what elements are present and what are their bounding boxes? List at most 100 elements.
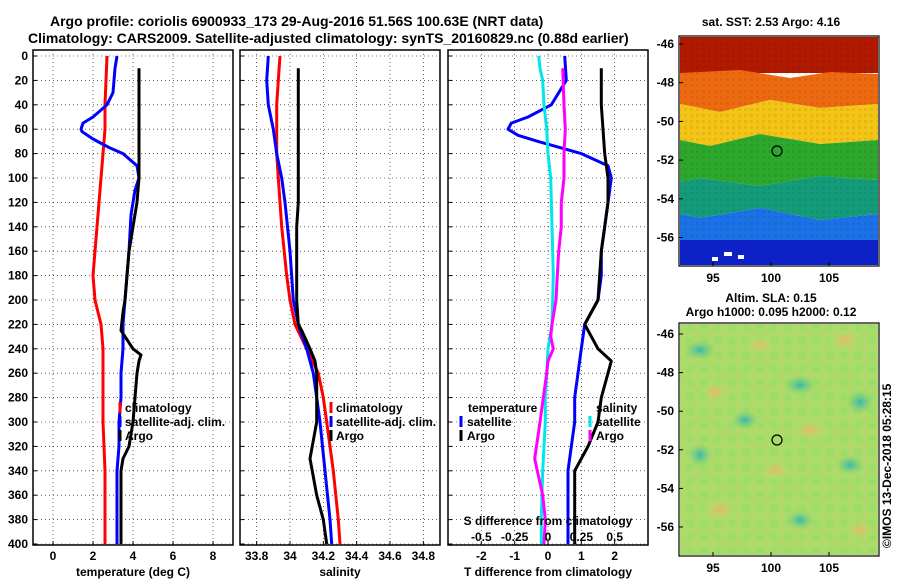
- legend-argo-label: Argo: [336, 429, 364, 443]
- lat-tick-label: -54: [657, 481, 675, 495]
- sst-map: sat. SST: 2.53 Argo: 4.16: [678, 15, 880, 267]
- x-tick-label: 8: [210, 549, 217, 563]
- depth-tick-label: 240: [8, 342, 28, 356]
- sla-map-title-line1: Altim. SLA: 0.15: [725, 291, 817, 305]
- depth-tick-label: 120: [8, 195, 28, 209]
- title-line-2: Climatology: CARS2009. Satellite-adjuste…: [28, 30, 629, 46]
- lat-tick-label: -52: [657, 443, 675, 457]
- sla-argo-location-marker: [771, 434, 783, 446]
- legend-satellite-label: satellite-adj. clim.: [336, 415, 436, 429]
- x-axes: 0 2 4 6 8 33.8 34 34.2 34.4 34.6 34.8 -2 -1 0 1 2 -0.5 -0…: [50, 530, 624, 563]
- depth-tick-label: 100: [8, 171, 28, 185]
- x-tick-label: -2: [476, 549, 487, 563]
- depth-tick-label: 320: [8, 439, 28, 453]
- x-tick-label: 4: [130, 549, 137, 563]
- legend-s-argo-label: Argo: [596, 429, 624, 443]
- x-tick-label: 0: [50, 549, 57, 563]
- title-line-1: Argo profile: coriolis 6900933_173 29-Au…: [50, 13, 544, 29]
- legend-climatology-label: climatology: [336, 401, 403, 415]
- t-difference-axis-label: T difference from climatology: [464, 565, 632, 579]
- imos-credit: ©IMOS 13-Dec-2018 05:28:15: [880, 383, 894, 548]
- series-salinity-argo: [533, 68, 567, 545]
- depth-tick-label: 260: [8, 366, 28, 380]
- lat-tick-label: -56: [657, 520, 675, 534]
- lat-tick-label: -50: [657, 114, 675, 128]
- x-tick-label: 2: [611, 549, 618, 563]
- legend-salinity-title: salinity: [596, 401, 638, 415]
- depth-tick-label: 180: [8, 269, 28, 283]
- sst-argo-location-marker: [771, 145, 783, 157]
- x-tick-label: 2: [90, 549, 97, 563]
- series-argo: [295, 68, 329, 545]
- legend-s-satellite-label: satellite: [596, 415, 641, 429]
- temperature-legend: climatology satellite-adj. clim. Argo: [118, 401, 225, 443]
- x-tick-label: 0: [545, 549, 552, 563]
- s-diff-tick-label: -0.5: [471, 530, 492, 544]
- depth-tick-label: 300: [8, 415, 28, 429]
- depth-tick-label: 20: [15, 73, 29, 87]
- s-diff-tick-label: 0.25: [570, 530, 594, 544]
- sst-map-title: sat. SST: 2.53 Argo: 4.16: [702, 15, 841, 29]
- legend-satellite-label: satellite-adj. clim.: [125, 415, 225, 429]
- depth-tick-label: 280: [8, 391, 28, 405]
- depth-tick-label: 40: [15, 98, 29, 112]
- lon-tick-label: 95: [706, 271, 720, 285]
- series-temperature-argo: [573, 68, 613, 544]
- lat-tick-label: -54: [657, 192, 675, 206]
- salinity-axis-label: salinity: [319, 565, 361, 579]
- series-argo: [119, 68, 143, 544]
- map-axes: -46 -48 -50 -52 -54 -56 95 100 105 -46 -48 -50 -52 -5…: [657, 37, 840, 575]
- depth-tick-label: 340: [8, 464, 28, 478]
- legend-temperature-title: temperature: [468, 401, 538, 415]
- lon-tick-label: 100: [761, 271, 781, 285]
- s-difference-axis-label: S difference from climatology: [464, 514, 633, 528]
- x-tick-label: 34.4: [345, 549, 369, 563]
- legend-argo-label: Argo: [125, 429, 153, 443]
- lon-tick-label: 100: [761, 561, 781, 575]
- x-tick-label: 33.8: [245, 549, 269, 563]
- depth-tick-label: 60: [15, 122, 29, 136]
- series-satellite-adj-clim-: [265, 55, 334, 545]
- s-diff-tick-label: 0.5: [606, 530, 623, 544]
- lat-tick-label: -48: [657, 366, 675, 380]
- lon-tick-label: 95: [706, 561, 720, 575]
- profile-series: [79, 55, 613, 545]
- series-climatology: [275, 55, 342, 545]
- x-tick-label: 34.2: [312, 549, 336, 563]
- lat-tick-label: -52: [657, 153, 675, 167]
- depth-tick-label: 400: [8, 537, 28, 551]
- lat-tick-label: -56: [657, 231, 675, 245]
- x-tick-label: -1: [509, 549, 520, 563]
- legend-t-satellite-label: satellite: [467, 415, 512, 429]
- temperature-axis-label: temperature (deg C): [76, 565, 190, 579]
- lat-tick-label: -48: [657, 76, 675, 90]
- s-diff-tick-label: 0: [545, 530, 552, 544]
- depth-tick-label: 380: [8, 513, 28, 527]
- depth-axis: 0 20 40 60 80 100 120 140 160 180 200 220 240 260 280 3…: [8, 49, 452, 551]
- depth-tick-label: 160: [8, 244, 28, 258]
- sla-map: Altim. SLA: 0.15 Argo h1000: 0.095 h2000…: [678, 291, 880, 557]
- difference-legend: temperature satellite Argo salinity sate…: [459, 401, 641, 443]
- x-tick-label: 1: [578, 549, 585, 563]
- depth-tick-label: 80: [15, 147, 29, 161]
- depth-tick-label: 140: [8, 220, 28, 234]
- sla-map-title-line2: Argo h1000: 0.095 h2000: 0.12: [686, 305, 857, 319]
- depth-tick-label: 220: [8, 317, 28, 331]
- lat-tick-label: -46: [657, 327, 675, 341]
- x-tick-label: 34: [283, 549, 297, 563]
- depth-tick-label: 360: [8, 488, 28, 502]
- legend-climatology-label: climatology: [125, 401, 192, 415]
- depth-tick-label: 200: [8, 293, 28, 307]
- salinity-legend: climatology satellite-adj. clim. Argo: [329, 401, 436, 443]
- legend-t-argo-label: Argo: [467, 429, 495, 443]
- lat-tick-label: -50: [657, 404, 675, 418]
- lat-tick-label: -46: [657, 37, 675, 51]
- x-tick-label: 34.6: [378, 549, 402, 563]
- grid-lines: [33, 50, 648, 545]
- x-tick-label: 34.8: [412, 549, 436, 563]
- series-salinity-satellite: [537, 55, 555, 544]
- x-tick-label: 6: [170, 549, 177, 563]
- lon-tick-label: 105: [819, 271, 839, 285]
